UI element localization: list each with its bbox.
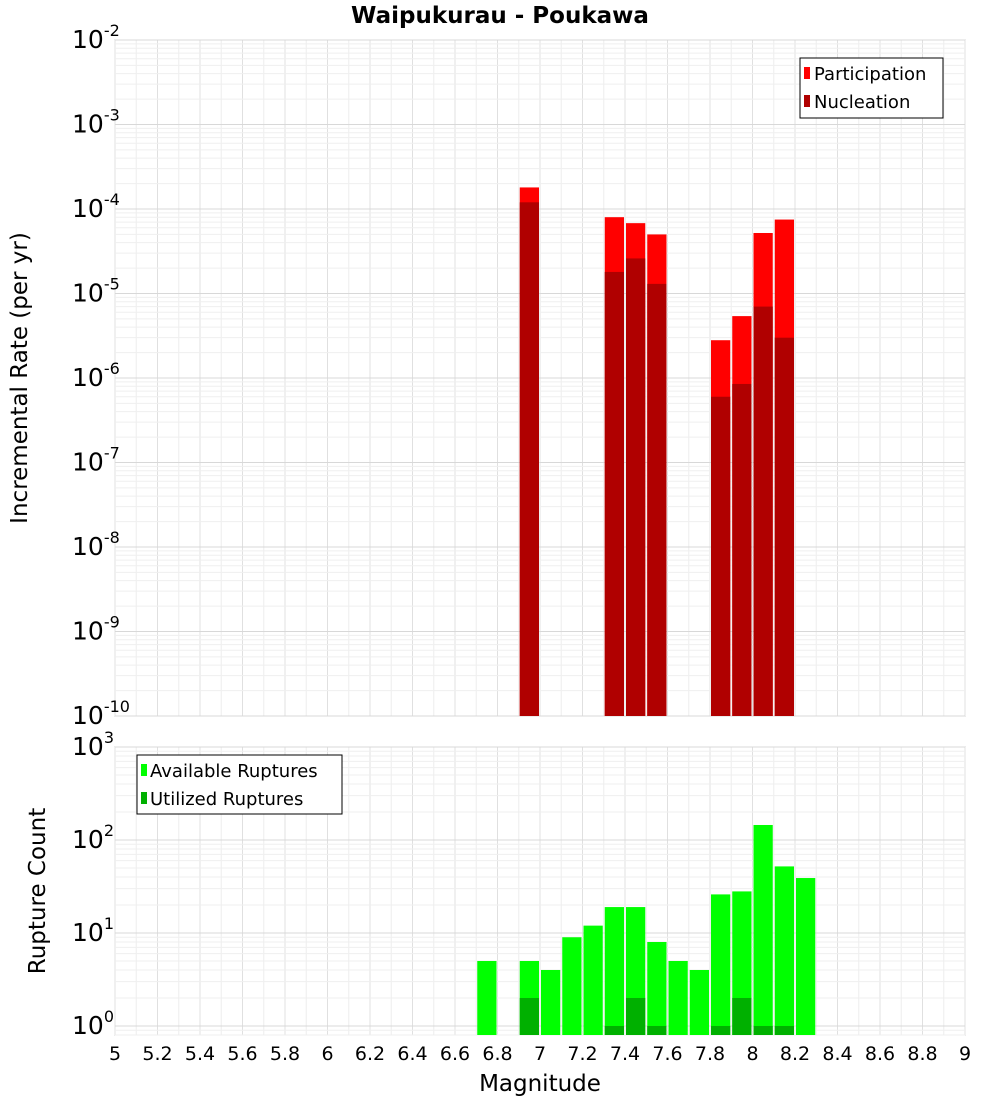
- x-tick-label: 7.4: [610, 1043, 640, 1065]
- rate-bars: [519, 187, 794, 717]
- available-ruptures-bar: [477, 960, 497, 1035]
- nucleation-legend-label: Nucleation: [814, 92, 910, 113]
- x-tick-label: 8.8: [907, 1043, 937, 1065]
- nucleation-bar: [604, 271, 624, 716]
- count-gridlines: [114, 746, 966, 1036]
- count-legend-box: [136, 754, 343, 815]
- rate-panel: 10-2 10-3 10-4 10-5 10-6 10-7 10-8 10-9 10-10 In…: [7, 21, 966, 730]
- nucleation-legend-swatch: [804, 95, 810, 107]
- nucleation-bar: [774, 337, 794, 716]
- rate-y-tick-label: 10-3: [72, 106, 120, 139]
- nucleation-bar: [647, 283, 667, 716]
- x-tick-label: 7.2: [567, 1043, 597, 1065]
- available-ruptures-bar: [668, 960, 688, 1035]
- rate-y-tick-label: 10-4: [72, 190, 120, 223]
- x-tick-label: 6: [321, 1043, 333, 1065]
- rate-y-tick-label: 10-10: [72, 697, 130, 730]
- x-tick-label: 5: [109, 1043, 121, 1065]
- utilized-ruptures-bar: [753, 1025, 773, 1035]
- available-ruptures-bar: [796, 878, 816, 1035]
- utilized-ruptures-bar: [647, 1025, 667, 1035]
- rate-gridlines: [114, 39, 966, 717]
- count-bars: [477, 824, 816, 1035]
- rate-y-tick-label: 10-9: [72, 613, 120, 646]
- x-tick-label: 8.6: [865, 1043, 895, 1065]
- x-tick-labels: 5 5.2 5.4 5.6 5.8 6 6.2 6.4 6.6 6.8 7 7.2 7.4 7.6 7.8 8…: [109, 1043, 971, 1065]
- rate-y-tick-label: 10-7: [72, 444, 120, 477]
- nucleation-bar: [626, 258, 646, 716]
- count-y-axis-label: Rupture Count: [25, 808, 51, 974]
- rate-legend-box: [799, 57, 944, 119]
- x-tick-label: 8: [746, 1043, 758, 1065]
- rate-y-tick-label: 10-6: [72, 359, 120, 392]
- count-legend: Available Ruptures Utilized Ruptures: [136, 754, 343, 815]
- nucleation-bar: [732, 383, 752, 716]
- x-tick-label: 8.4: [822, 1043, 852, 1065]
- rate-y-tick-label: 10-5: [72, 275, 120, 308]
- x-tick-label: 6.6: [440, 1043, 470, 1065]
- utilized-ruptures-bar: [604, 1025, 624, 1035]
- utilized-legend-swatch: [141, 792, 147, 804]
- rate-y-tick-label: 10-8: [72, 528, 120, 561]
- count-y-tick-label: 100: [72, 1007, 114, 1040]
- nucleation-bar: [519, 202, 539, 716]
- utilized-ruptures-bar: [732, 997, 752, 1035]
- x-tick-label: 5.4: [185, 1043, 215, 1065]
- x-axis-label: Magnitude: [479, 1071, 601, 1097]
- count-y-tick-label: 103: [72, 728, 114, 761]
- x-tick-label: 6.2: [355, 1043, 385, 1065]
- available-ruptures-bar: [647, 942, 667, 1035]
- x-tick-label: 7.8: [695, 1043, 725, 1065]
- rate-y-tick-labels: 10-2 10-3 10-4 10-5 10-6 10-7 10-8 10-9 10-10: [72, 21, 130, 730]
- x-tick-label: 9: [959, 1043, 971, 1065]
- x-tick-label: 5.6: [227, 1043, 257, 1065]
- nucleation-bar: [711, 396, 731, 716]
- rate-y-tick-label: 10-2: [72, 21, 120, 54]
- participation-legend-swatch: [804, 67, 810, 79]
- participation-legend-label: Participation: [814, 64, 926, 85]
- available-legend-swatch: [141, 764, 147, 776]
- available-ruptures-bar: [583, 925, 603, 1035]
- count-y-tick-labels: 103 102 101 100: [72, 728, 114, 1040]
- rate-y-axis-label: Incremental Rate (per yr): [7, 232, 33, 524]
- count-y-tick-label: 102: [72, 821, 114, 854]
- utilized-ruptures-bar: [519, 997, 539, 1035]
- available-ruptures-bar: [541, 969, 561, 1035]
- x-tick-label: 6.4: [397, 1043, 427, 1065]
- count-y-tick-label: 101: [72, 914, 114, 947]
- count-panel: 103 102 101 100 Rupture Count Available Rup…: [25, 728, 966, 1040]
- available-ruptures-bar: [562, 937, 582, 1035]
- available-ruptures-bar: [689, 969, 709, 1035]
- available-legend-label: Available Ruptures: [150, 761, 318, 782]
- utilized-ruptures-bar: [711, 1025, 731, 1035]
- x-tick-label: 6.8: [482, 1043, 512, 1065]
- available-ruptures-bar: [753, 824, 773, 1035]
- chart-title: Waipukurau - Poukawa: [351, 3, 649, 29]
- available-ruptures-bar: [604, 907, 624, 1035]
- utilized-legend-label: Utilized Ruptures: [150, 789, 303, 810]
- nucleation-bar: [753, 306, 773, 716]
- x-tick-label: 7.6: [652, 1043, 682, 1065]
- available-ruptures-bar: [774, 866, 794, 1035]
- available-ruptures-bar: [711, 894, 731, 1035]
- rate-legend: Participation Nucleation: [799, 57, 944, 119]
- utilized-ruptures-bar: [626, 997, 646, 1035]
- utilized-ruptures-bar: [774, 1025, 794, 1035]
- x-tick-label: 8.2: [780, 1043, 810, 1065]
- x-tick-label: 5.8: [270, 1043, 300, 1065]
- x-tick-label: 5.2: [142, 1043, 172, 1065]
- x-tick-label: 7: [534, 1043, 546, 1065]
